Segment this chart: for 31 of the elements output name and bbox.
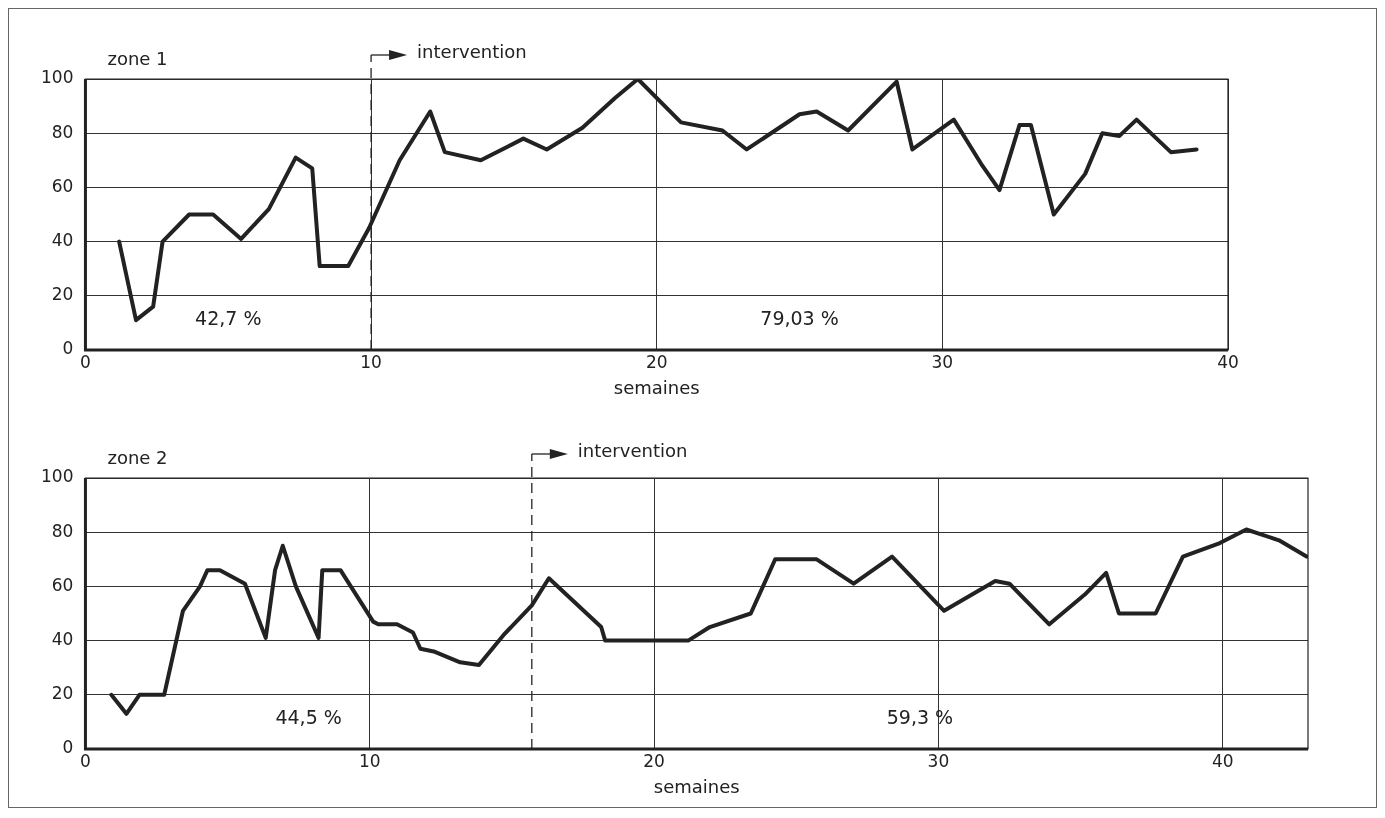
x-tick-label: 30 (927, 750, 950, 771)
y-tick-label: 20 (51, 284, 74, 305)
y-tick-label: 0 (62, 737, 74, 758)
x-tick-label: 10 (360, 351, 382, 372)
x-tick-label: 30 (931, 351, 954, 372)
chart-title: zone 1 (107, 48, 168, 69)
x-tick-label: 20 (643, 750, 665, 771)
x-tick-label: 40 (1217, 351, 1239, 372)
x-tick-label: 20 (645, 351, 668, 372)
x-tick-label: 0 (80, 750, 91, 771)
chart-title: zone 2 (107, 447, 168, 468)
y-tick-label: 60 (51, 175, 74, 196)
x-tick-label: 0 (80, 351, 91, 372)
ref-line-label: intervention (417, 40, 527, 62)
y-tick-label: 100 (40, 466, 74, 487)
y-tick-label: 80 (51, 121, 74, 142)
y-tick-label: 100 (40, 67, 74, 88)
annotation: 79,03 % (760, 306, 839, 329)
ref-line-label: intervention (577, 439, 688, 461)
x-tick-label: 10 (358, 750, 381, 771)
x-axis-title: semaines (653, 775, 740, 797)
annotation: 44,5 % (275, 705, 342, 728)
x-tick-label: 40 (1211, 750, 1234, 771)
y-tick-label: 40 (51, 230, 74, 251)
y-tick-label: 0 (62, 338, 74, 359)
x-axis-title: semaines (613, 376, 700, 398)
annotation: 42,7 % (195, 306, 262, 329)
y-tick-label: 80 (51, 520, 74, 541)
y-tick-label: 40 (51, 629, 74, 650)
y-tick-label: 60 (51, 574, 74, 595)
y-tick-label: 20 (51, 683, 74, 704)
